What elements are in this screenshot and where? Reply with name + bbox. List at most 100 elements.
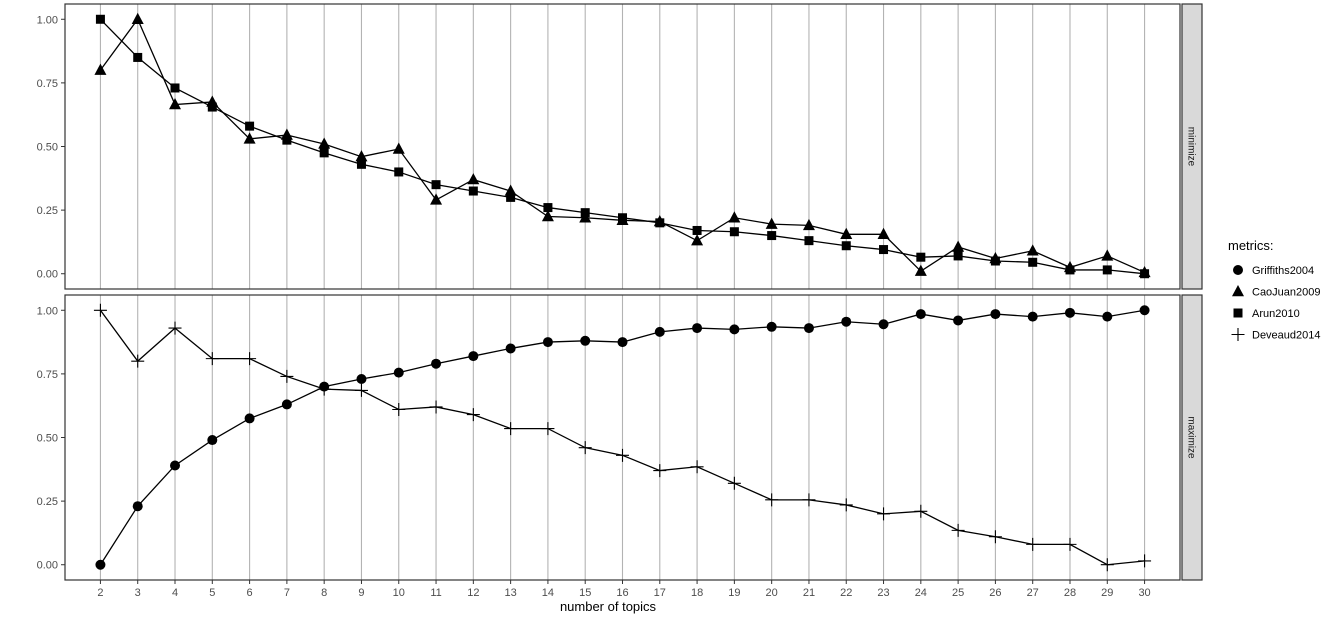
point-Arun2010 (767, 231, 777, 241)
point-Deveaud2014 (429, 400, 443, 414)
point-Deveaud2014 (988, 530, 1002, 544)
point-Griffiths2004 (132, 501, 143, 512)
x-axis-title: number of topics (560, 599, 657, 614)
point-Deveaud2014 (914, 504, 928, 518)
point-Griffiths2004 (356, 373, 367, 384)
x-tick-label: 19 (728, 587, 740, 599)
point-Griffiths2004 (803, 323, 814, 334)
point-Arun2010 (1028, 257, 1038, 267)
point-Arun2010 (692, 225, 702, 235)
point-Arun2010 (841, 241, 851, 251)
x-tick-label: 15 (579, 587, 591, 599)
point-Deveaud2014 (466, 408, 480, 422)
x-tick-label: 17 (654, 587, 666, 599)
point-Griffiths2004 (878, 319, 889, 330)
point-Griffiths2004 (990, 309, 1001, 320)
y-tick-label: 0.00 (37, 560, 58, 572)
point-Arun2010 (1065, 265, 1075, 275)
point-Arun2010 (1102, 265, 1112, 275)
x-tick-label: 24 (915, 587, 927, 599)
x-tick-label: 26 (989, 587, 1001, 599)
point-CaoJuan2009 (467, 173, 480, 185)
y-tick-label: 0.50 (37, 433, 58, 445)
point-Deveaud2014 (280, 369, 294, 383)
point-Deveaud2014 (93, 303, 107, 317)
x-tick-label: 8 (321, 587, 327, 599)
point-Deveaud2014 (168, 321, 182, 335)
point-Deveaud2014 (504, 422, 518, 436)
legend-key-Arun2010 (1233, 308, 1243, 318)
panel-maximize: 0.00 0.25 0.50 0.75 1.00 maximize (37, 294, 1203, 581)
point-Deveaud2014 (951, 523, 965, 537)
x-tick-label: 28 (1064, 587, 1076, 599)
panel-border (64, 3, 1181, 290)
point-Griffiths2004 (580, 335, 591, 346)
point-Arun2010 (319, 148, 329, 158)
y-tick-label: 1.00 (37, 305, 58, 317)
x-tick-label: 23 (877, 587, 889, 599)
point-Arun2010 (282, 135, 292, 145)
x-tick-label: 4 (172, 587, 178, 599)
point-Arun2010 (356, 159, 366, 169)
point-Arun2010 (133, 52, 143, 62)
y-tick-label: 1.00 (37, 14, 58, 26)
point-Griffiths2004 (766, 321, 777, 332)
legend-key-Deveaud2014 (1231, 328, 1245, 341)
x-tick-label: 16 (616, 587, 628, 599)
point-CaoJuan2009 (94, 63, 107, 75)
point-Griffiths2004 (170, 460, 181, 471)
point-Arun2010 (655, 218, 665, 228)
x-tick-label: 25 (952, 587, 964, 599)
point-Deveaud2014 (578, 441, 592, 455)
point-CaoJuan2009 (802, 218, 815, 231)
point-Deveaud2014 (354, 383, 368, 397)
x-tick-label: 30 (1138, 587, 1150, 599)
x-tick-label: 14 (542, 587, 554, 599)
legend-label: CaoJuan2009 (1252, 287, 1321, 299)
facet-strip (1181, 3, 1203, 290)
x-tick-label: 7 (284, 587, 290, 599)
point-CaoJuan2009 (728, 211, 741, 223)
point-Griffiths2004 (505, 343, 516, 354)
x-tick-label: 12 (467, 587, 479, 599)
point-Deveaud2014 (877, 507, 891, 521)
point-Griffiths2004 (1064, 307, 1075, 318)
point-Arun2010 (431, 180, 441, 190)
facet-strip (1181, 294, 1203, 581)
point-Deveaud2014 (802, 493, 816, 507)
legend-label: Griffiths2004 (1252, 265, 1314, 277)
point-CaoJuan2009 (765, 217, 778, 229)
point-Griffiths2004 (953, 315, 964, 326)
point-Griffiths2004 (281, 399, 292, 410)
point-Arun2010 (95, 14, 105, 24)
point-Deveaud2014 (690, 460, 704, 474)
legend-title: metrics: (1228, 238, 1274, 253)
y-tick-label: 0.25 (37, 205, 58, 217)
point-Arun2010 (879, 245, 889, 255)
point-Deveaud2014 (1100, 558, 1114, 572)
point-CaoJuan2009 (691, 234, 704, 246)
point-Arun2010 (618, 213, 627, 223)
x-tick-label: 2 (97, 587, 103, 599)
point-Arun2010 (990, 256, 1000, 266)
y-tick-label: 0.50 (37, 142, 58, 154)
panels: 0.00 0.25 0.50 0.75 1.00 minimize 0.00 0.25 0.50… (37, 3, 1203, 599)
x-tick-label: 3 (135, 587, 141, 599)
point-Griffiths2004 (654, 326, 665, 337)
point-Deveaud2014 (727, 476, 741, 490)
point-Griffiths2004 (1027, 311, 1038, 322)
point-CaoJuan2009 (318, 137, 331, 149)
point-Arun2010 (245, 121, 255, 131)
point-Deveaud2014 (243, 352, 257, 366)
point-Griffiths2004 (468, 351, 479, 362)
facet-strip-label: minimize (1186, 127, 1197, 167)
point-Griffiths2004 (729, 324, 740, 335)
point-Arun2010 (170, 83, 180, 93)
point-Deveaud2014 (839, 498, 853, 512)
y-tick-label: 0.75 (37, 78, 58, 90)
x-tick-label: 9 (358, 587, 364, 599)
point-Arun2010 (580, 208, 590, 218)
point-Griffiths2004 (431, 358, 442, 369)
x-tick-label: 29 (1101, 587, 1113, 599)
